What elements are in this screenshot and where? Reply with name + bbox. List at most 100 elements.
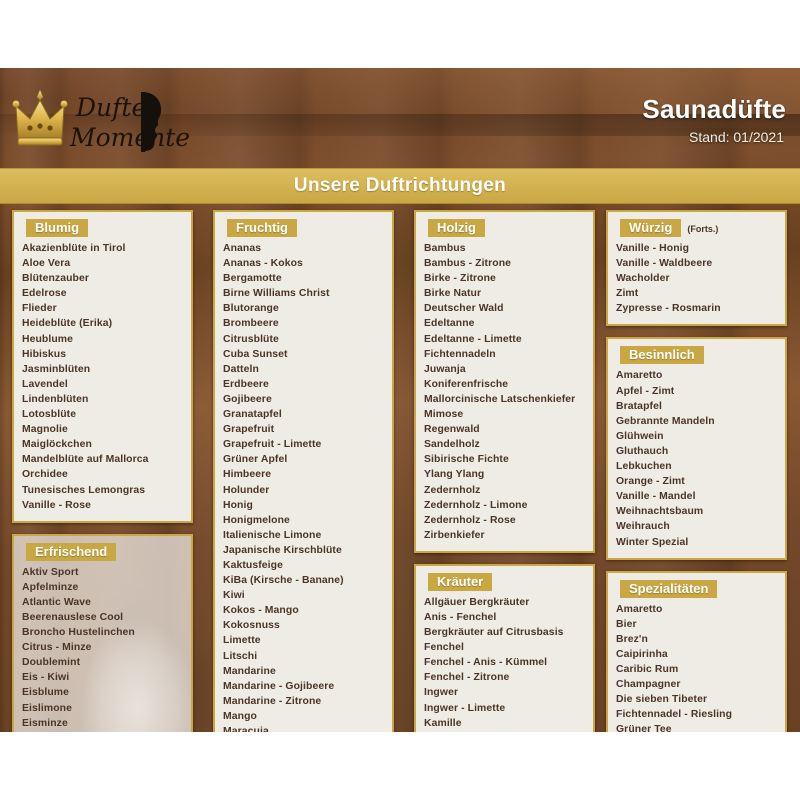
category-title-wuerzig: Würzig [620, 219, 682, 237]
scent-list-erfrischend: Aktiv Sport Apfelminze Atlantic Wave Beeren… [22, 565, 183, 732]
list-item: Vanille - Rose [22, 499, 91, 511]
list-item: Eislimone [22, 702, 72, 714]
category-panel-wuerzig: Würzig (Forts.) Vanille - Honig Vanille - W… [606, 210, 787, 327]
scent-list-holzig: Bambus Bambus - Zitrone Birke - Zitrone Bir… [424, 241, 585, 543]
list-item: Ingwer - Limette [424, 702, 506, 714]
list-item: Gluthauch [616, 445, 669, 457]
list-item: Maracuja [223, 726, 269, 732]
list-item: Zedernholz [424, 484, 481, 496]
list-item: Edeltanne - Limette [424, 333, 522, 345]
list-item: Vanille - Waldbeere [616, 258, 713, 270]
list-item: Zimt [616, 288, 639, 300]
list-item: Apfel - Zimt [616, 385, 675, 397]
list-item: Honig [223, 499, 253, 511]
list-item: Fenchel - Anis - Kümmel [424, 657, 548, 669]
category-header-besinnlich: Besinnlich [616, 346, 777, 366]
category-header-wuerzig: Würzig (Forts.) [616, 219, 777, 239]
list-item: Heideblüte (Erika) [22, 318, 113, 330]
list-item: Gojibeere [223, 393, 272, 405]
list-item: Birke Natur [424, 288, 482, 300]
list-item: Apfelminze [22, 581, 79, 593]
list-item: Blütenzauber [22, 273, 90, 285]
list-item: Fenchel [424, 642, 464, 654]
category-title-besinnlich: Besinnlich [620, 346, 704, 365]
list-item: Vanille - Mandel [616, 491, 696, 503]
category-header-holzig: Holzig [424, 219, 585, 239]
list-item: Eisblume [22, 687, 69, 699]
list-item: Kamille [424, 717, 462, 729]
scent-list-besinnlich: Amaretto Apfel - Zimt Bratapfel Gebrannte M… [616, 368, 777, 549]
list-item: Fichtennadel - Riesling [616, 709, 733, 721]
list-item: Weihrauch [616, 521, 670, 533]
list-item: Juwanja [424, 363, 466, 375]
banner-title: Unsere Duftrichtungen [293, 175, 507, 196]
list-item: Zedernholz - Rose [424, 514, 516, 526]
list-item: Weihnachtsbaum [616, 506, 704, 518]
category-header-fruchtig: Fruchtig [223, 219, 384, 239]
list-item: Champagner [616, 679, 681, 691]
list-item: Lindenblüten [22, 393, 89, 405]
scent-list-wuerzig: Vanille - Honig Vanille - Waldbeere Wachol… [616, 241, 777, 316]
list-item: Doublemint [22, 657, 81, 669]
list-item: Fichtennadeln [424, 348, 496, 360]
list-item: Limette [223, 635, 261, 647]
category-note-wuerzig: (Forts.) [687, 224, 719, 234]
list-item: Grapefruit [223, 424, 275, 436]
list-item: Tunesisches Lemongras [22, 484, 146, 496]
list-item: Glühwein [616, 430, 664, 442]
list-item: Ananas [223, 243, 262, 254]
category-panel-erfrischend: Erfrischend Aktiv Sport Apfelminze Atlantic… [12, 533, 193, 732]
list-item: Mallorcinische Latschenkiefer [424, 393, 576, 405]
poster-canvas: Dufte Momente Saunadüfte Stand: 01/2021 … [0, 68, 800, 732]
list-item: Ingwer [424, 687, 459, 699]
list-item: Zedernholz - Limone [424, 499, 528, 511]
column-4: Würzig (Forts.) Vanille - Honig Vanille - W… [606, 210, 787, 732]
list-item: Regenwald [424, 424, 480, 436]
list-item: Lotosblüte [22, 409, 77, 421]
list-item: Kaktusfeige [223, 559, 283, 571]
category-panel-spezialitaeten: Spezialitäten Amaretto Bier Brez'n Caipirinh… [606, 570, 787, 732]
revision-date: Stand: 01/2021 [689, 129, 784, 145]
face-silhouette-icon [141, 92, 162, 152]
list-item: Edeltanne [424, 318, 475, 330]
section-banner: Unsere Duftrichtungen [0, 168, 800, 204]
scent-list-fruchtig: Ananas Ananas - Kokos Bergamotte Birne Will… [223, 241, 384, 732]
list-item: Allgäuer Bergkräuter [424, 596, 530, 608]
list-item: Heublume [22, 333, 74, 345]
list-item: Orchidee [22, 469, 68, 481]
title-block: Saunadüfte Stand: 01/2021 [642, 94, 786, 145]
list-item: Kokos - Mango [223, 605, 299, 617]
list-item: Sandelholz [424, 439, 480, 451]
list-item: Vanille - Honig [616, 243, 690, 254]
category-title-spezialitaeten: Spezialitäten [620, 579, 718, 598]
list-item: Blutorange [223, 303, 279, 315]
list-item: Italienische Limone [223, 529, 322, 541]
list-item: Granatapfel [223, 409, 282, 421]
category-panel-fruchtig: Fruchtig Ananas Ananas - Kokos Bergamotte Bi… [213, 210, 394, 732]
list-item: Grüner Tee [616, 724, 672, 732]
dufte-momente-logo: Dufte Momente [10, 86, 210, 158]
list-item: Amaretto [616, 370, 663, 382]
list-item: Ananas - Kokos [223, 258, 303, 270]
list-item: Mimose [424, 409, 464, 421]
list-item: Mango [223, 710, 257, 722]
category-title-blumig: Blumig [26, 219, 89, 237]
list-item: Birne Williams Christ [223, 288, 330, 300]
column-2: Fruchtig Ananas Ananas - Kokos Bergamotte Bi… [213, 210, 394, 732]
list-item: Akazienblüte in Tirol [22, 243, 126, 254]
category-title-fruchtig: Fruchtig [227, 219, 297, 237]
list-item: Anis - Fenchel [424, 611, 497, 623]
list-item: Deutscher Wald [424, 303, 504, 315]
category-panel-besinnlich: Besinnlich Amaretto Apfel - Zimt Bratapfel G… [606, 337, 787, 560]
list-item: Atlantic Wave [22, 596, 92, 608]
list-item: Datteln [223, 363, 259, 375]
list-item: Lebkuchen [616, 461, 672, 473]
crown-icon [12, 90, 68, 146]
list-item: Cuba Sunset [223, 348, 288, 360]
list-item: Brombeere [223, 318, 279, 330]
list-item: Koniferenfrische [424, 378, 509, 390]
list-item: Jasminblüten [22, 363, 91, 375]
category-title-erfrischend: Erfrischend [26, 542, 117, 561]
list-item: Maiglöckchen [22, 439, 92, 451]
category-panel-kraeuter: Kräuter Allgäuer Bergkräuter Anis - Fenche… [414, 563, 595, 732]
